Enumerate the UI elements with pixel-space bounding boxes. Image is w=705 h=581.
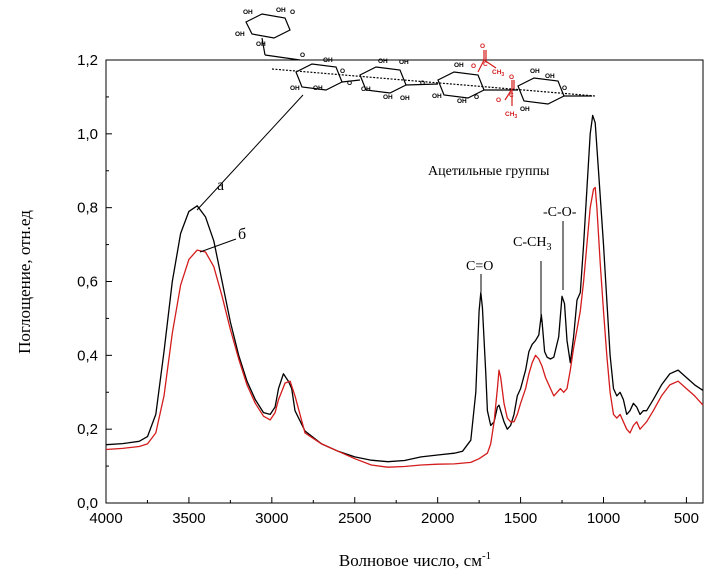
x-tick-label: 3000 xyxy=(255,510,288,527)
svg-text:O: O xyxy=(420,80,425,87)
svg-text:O: O xyxy=(509,74,514,81)
x-tick-label: 3500 xyxy=(172,510,205,527)
svg-text:OH: OH xyxy=(530,68,540,75)
series-line-a xyxy=(105,114,704,463)
acetyl-groups-label: Ацетильные группы xyxy=(428,164,550,179)
c-o-ester-label: -C-O- xyxy=(543,205,577,220)
svg-text:OH: OH xyxy=(432,93,442,100)
y-tick-label: 0,6 xyxy=(77,274,98,291)
svg-text:OH: OH xyxy=(290,85,300,92)
svg-text:OH: OH xyxy=(383,94,393,101)
svg-text:OH: OH xyxy=(323,57,333,64)
plot-frame xyxy=(105,59,704,504)
svg-text:OH: OH xyxy=(520,106,530,113)
svg-text:OH: OH xyxy=(457,98,467,105)
molecule-acetyl-groups xyxy=(477,50,515,106)
c-ch3-label: C-CH3 xyxy=(513,235,551,253)
svg-text:CH3: CH3 xyxy=(505,111,517,120)
c-double-o-label: C=O xyxy=(466,259,493,274)
svg-text:O: O xyxy=(300,52,305,59)
svg-text:OH: OH xyxy=(454,62,464,69)
x-axis-ticks: 4000 3500 3000 2500 2000 1500 1000 500 xyxy=(89,497,699,527)
x-tick-label: 1500 xyxy=(504,510,537,527)
y-tick-label: 0,0 xyxy=(77,495,98,512)
y-axis-ticks: 0,0 0,2 0,4 0,6 0,8 1,0 1,2 xyxy=(77,52,112,512)
y-tick-label: 0,4 xyxy=(77,347,98,364)
svg-text:OH: OH xyxy=(235,31,245,38)
y-tick-label: 1,2 xyxy=(77,52,98,69)
svg-text:O: O xyxy=(474,94,479,101)
leader-line-b xyxy=(199,238,237,253)
x-tick-label: 4000 xyxy=(89,510,122,527)
series-label-a: а xyxy=(217,177,224,194)
svg-text:O: O xyxy=(480,43,485,50)
molecule-atom-labels: OH OH OH O OH O OH OH OH O O OH OH OH OH… xyxy=(235,7,567,120)
svg-text:OH: OH xyxy=(399,59,409,66)
y-tick-label: 0,2 xyxy=(77,421,98,438)
svg-text:O: O xyxy=(471,63,476,70)
x-tick-label: 1000 xyxy=(587,510,620,527)
svg-text:OH: OH xyxy=(313,85,323,92)
svg-text:O: O xyxy=(562,85,567,92)
svg-text:O: O xyxy=(496,97,501,104)
series-layer xyxy=(105,114,704,468)
series-line-b xyxy=(105,186,704,468)
svg-text:OH: OH xyxy=(256,41,266,48)
svg-text:O: O xyxy=(340,68,345,75)
molecule-structure-illustration xyxy=(245,13,596,105)
svg-text:O: O xyxy=(347,80,352,87)
svg-text:OH: OH xyxy=(378,58,388,65)
x-tick-label: 2000 xyxy=(421,510,454,527)
svg-text:OH: OH xyxy=(400,95,410,102)
x-tick-label: 2500 xyxy=(338,510,371,527)
svg-text:O: O xyxy=(290,9,295,16)
y-tick-label: 0,8 xyxy=(77,200,98,217)
svg-text:C: C xyxy=(509,92,514,99)
series-label-b: б xyxy=(238,226,246,243)
leader-line-a xyxy=(196,94,304,211)
svg-text:OH: OH xyxy=(276,7,286,14)
y-tick-label: 1,0 xyxy=(77,126,98,143)
svg-text:OH: OH xyxy=(243,9,253,16)
svg-text:CH3: CH3 xyxy=(492,69,504,78)
svg-text:OH: OH xyxy=(361,86,371,93)
y-axis-title: Поглощение, отн.ед xyxy=(15,210,34,354)
x-tick-label: 500 xyxy=(674,510,699,527)
svg-text:OH: OH xyxy=(545,73,555,80)
svg-text:C: C xyxy=(483,61,488,68)
x-axis-title: Волновое число, см-1 xyxy=(339,550,491,570)
